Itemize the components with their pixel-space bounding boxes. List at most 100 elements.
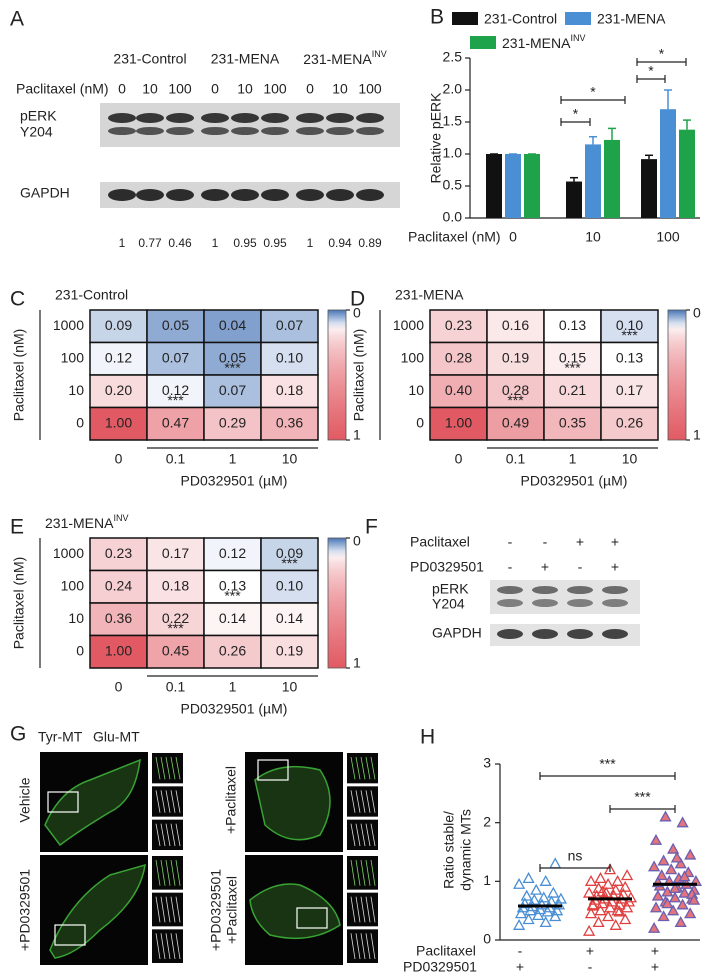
heatmap-cell [203, 569, 262, 604]
legend-label: 231-Control [484, 11, 557, 27]
colorbar [667, 309, 687, 441]
inset-fiber [170, 790, 176, 813]
condition-mark: + [611, 559, 619, 575]
panel-letter: F [365, 516, 378, 539]
heatmap-cell [260, 374, 319, 409]
inset-fiber [360, 896, 366, 923]
data-point [601, 877, 615, 889]
cell-label: 0.35 [559, 414, 586, 430]
cell-label: 0.12 [162, 382, 189, 398]
bar [524, 154, 540, 218]
significance: *** [564, 360, 581, 376]
data-point [592, 916, 605, 928]
inset-fiber [370, 933, 376, 960]
inset-fiber [160, 756, 166, 780]
y-axis-label: Ratio stable/ [441, 811, 457, 889]
bar [679, 129, 695, 218]
x-axis-label: PD0329501 (µM) [181, 701, 288, 717]
inset-fiber [155, 933, 161, 960]
blot-band [602, 586, 628, 594]
cell-label: 0.13 [219, 577, 246, 593]
data-point [674, 857, 687, 869]
data-point [596, 885, 609, 897]
condition-label: +Paclitaxel [223, 766, 239, 834]
condition-mark: + [516, 959, 524, 975]
inset-fiber [355, 756, 361, 780]
heatmap-cell [203, 406, 262, 441]
blot-band [201, 127, 229, 135]
inset-fiber [160, 823, 166, 847]
colorbar [327, 537, 347, 669]
blot-band [497, 599, 523, 607]
heatmap-cell [260, 406, 319, 441]
colorbar-label: 0 [353, 305, 361, 321]
data-point [514, 907, 528, 919]
data-point [687, 893, 701, 905]
panel-letter: C [10, 288, 25, 311]
blot-band [166, 127, 194, 135]
condition-mark: + [586, 943, 594, 959]
blot-band [296, 113, 324, 123]
data-point [537, 891, 550, 903]
blot-band [532, 629, 558, 639]
heatmap-cell [203, 341, 262, 376]
inset-fiber [165, 859, 171, 886]
y-tick-label: 1 [483, 872, 491, 888]
blot-band [567, 599, 593, 607]
quantification: 0.46 [168, 236, 192, 250]
panel-title-sup: INV [113, 513, 128, 523]
condition-label: +PD0329501 [208, 869, 224, 951]
legend-label: 231-MENAINV [502, 33, 585, 50]
band-label: Y204 [432, 596, 465, 612]
blot-band [497, 629, 523, 639]
blot-band [136, 189, 164, 201]
data-point [619, 913, 632, 925]
condition-label: +PD0329501 [17, 869, 33, 951]
cell-label: 0.19 [276, 642, 303, 658]
blot [490, 580, 640, 614]
quantification: 0.94 [328, 236, 352, 250]
data-point [613, 898, 626, 910]
cell-label: 0.12 [105, 349, 132, 365]
inset-fiber [360, 933, 366, 960]
y-tick-label: 0.5 [443, 177, 463, 193]
inset-fiber [365, 790, 371, 813]
blot-band [296, 127, 324, 135]
data-point [592, 882, 605, 894]
panel-letter: A [10, 8, 24, 31]
data-point [554, 892, 568, 904]
cell-label: 0.23 [105, 545, 132, 561]
inset-fiber [350, 896, 356, 923]
data-point [657, 910, 670, 922]
x-tick-label: 0 [115, 451, 123, 467]
inset-fiber [170, 859, 176, 886]
dose-label: 10 [332, 81, 348, 97]
heatmap-cell [260, 537, 319, 572]
heatmap-cell [260, 602, 319, 637]
data-point [676, 898, 689, 910]
colorbar-label: 1 [693, 427, 701, 443]
heatmap-cell [89, 309, 148, 344]
group-label: 231-MENAINV [303, 49, 386, 66]
y-tick-label: 0 [76, 414, 84, 430]
y-tick-label: 10 [68, 382, 84, 398]
inset-fiber [175, 859, 181, 886]
legend-label-sup: INV [570, 33, 585, 43]
cell-label: 1.00 [105, 414, 132, 430]
heatmap-cell [89, 406, 148, 441]
quantification: 0.77 [138, 236, 162, 250]
x-tick-label: 1 [229, 451, 237, 467]
data-point [647, 921, 661, 933]
data-point [547, 886, 560, 898]
data-point [619, 880, 632, 892]
cell-label: 0.47 [162, 414, 189, 430]
legend-label: 231-MENA [597, 11, 666, 27]
inset-fiber [160, 790, 166, 813]
cell-outline [249, 883, 341, 940]
cell-label: 0.10 [276, 577, 303, 593]
inset-fiber [360, 756, 366, 780]
significance: *** [634, 789, 651, 805]
data-point [586, 899, 600, 911]
group-label: 231-Control [113, 51, 186, 67]
data-point [518, 897, 531, 909]
